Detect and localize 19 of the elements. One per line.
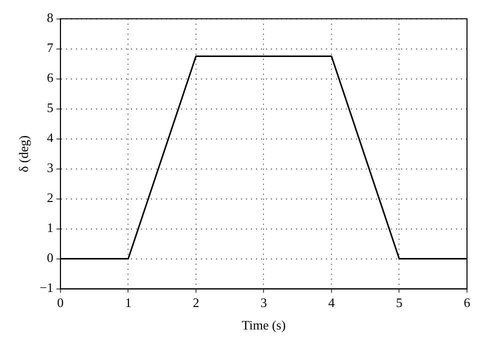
y-tick-label: 3 — [46, 160, 54, 176]
y-tick-label: 2 — [46, 190, 54, 206]
x-tick-label: 6 — [464, 295, 471, 310]
y-axis-title: δ (deg) — [16, 135, 32, 172]
x-tick-label: 2 — [192, 295, 200, 310]
x-tick-label: 1 — [124, 295, 132, 310]
y-tick-label: 0 — [46, 250, 54, 266]
x-tick-label: 5 — [396, 295, 402, 310]
x-axis-title: Time (s) — [242, 318, 286, 333]
y-tick-label: 8 — [46, 10, 54, 26]
y-tick-label: 4 — [46, 130, 54, 146]
y-tick-label: 7 — [46, 40, 54, 56]
y-tick-label: 1 — [46, 220, 54, 236]
y-tick-label: −1 — [40, 280, 54, 296]
x-tick-label: 4 — [328, 295, 336, 310]
x-tick-label: 0 — [57, 295, 64, 310]
y-tick-label: 6 — [46, 70, 54, 86]
x-tick-label: 3 — [260, 295, 267, 310]
y-tick-label: 5 — [46, 100, 54, 116]
